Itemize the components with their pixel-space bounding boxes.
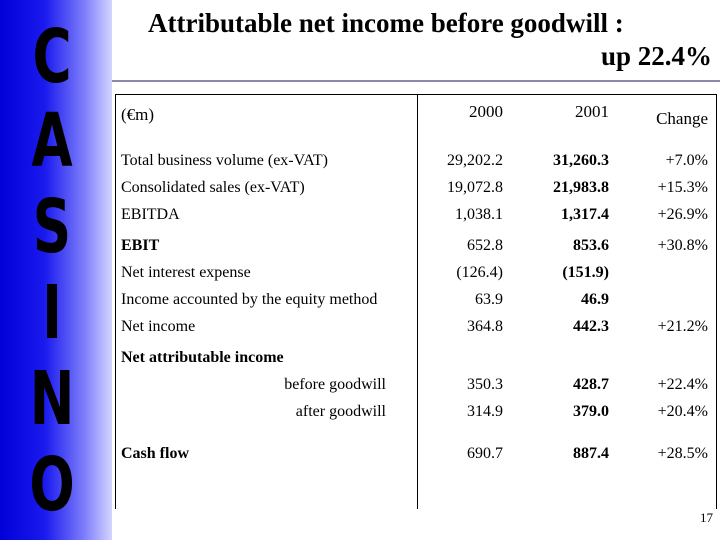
header-change: Change [656,109,708,128]
row-cash-flow-label: Cash flow [121,445,190,462]
banner-letter-s: S [32,184,72,270]
slide-title-line2: up 22.4% [600,41,712,71]
row-before-goodwill-2000: 350.3 [467,376,503,393]
row-total-business-volume-label: Total business volume (ex-VAT) [121,152,328,169]
row-ebit-2000: 652.8 [467,237,503,254]
row-before-goodwill-label: before goodwill [284,376,386,393]
row-net-interest-expense-label: Net interest expense [121,264,251,281]
row-ebitda-2000: 1,038.1 [455,206,503,223]
row-after-goodwill-change: +20.4% [657,403,708,420]
banner-letter-c: C [32,14,72,100]
row-total-business-volume-2000: 29,202.2 [447,152,503,169]
row-before-goodwill-change: +22.4% [657,376,708,393]
row-total-business-volume-2001: 31,260.3 [553,152,609,169]
unit-label: (€m) [121,105,155,124]
title-divider [112,80,720,82]
row-consolidated-sales-change: +15.3% [657,179,708,196]
row-ebitda-2001: 1,317.4 [561,206,609,223]
row-ebit-label: EBIT [121,237,160,254]
row-net-attributable-income-label: Net attributable income [121,349,284,366]
row-ebit-change: +30.8% [657,237,708,254]
row-ebitda-label: EBITDA [121,206,180,223]
row-net-income-change: +21.2% [657,318,708,335]
row-total-business-volume-change: +7.0% [665,152,708,169]
row-after-goodwill-label: after goodwill [295,403,386,420]
row-equity-method-income-label: Income accounted by the equity method [121,291,378,308]
row-net-income-label: Net income [121,318,196,335]
casino-side-banner: C A S I N O [0,0,112,540]
header-2001: 2001 [575,102,609,121]
header-2000: 2000 [469,102,503,121]
row-cash-flow-2000: 690.7 [467,445,503,462]
row-equity-method-income-2000: 63.9 [475,291,503,308]
row-ebit-2001: 853.6 [573,237,609,254]
row-net-interest-expense-2000: (126.4) [456,264,503,281]
row-after-goodwill-2000: 314.9 [467,403,503,420]
banner-letter-o: O [29,442,75,528]
row-equity-method-income-2001: 46.9 [581,291,609,308]
banner-letter-i: I [42,270,62,356]
income-table-frame [115,94,717,509]
banner-letter-a: A [31,98,73,184]
row-consolidated-sales-2000: 19,072.8 [447,179,503,196]
row-net-interest-expense-2001: (151.9) [562,264,609,281]
row-after-goodwill-2001: 379.0 [573,403,609,420]
page-number: 17 [700,510,713,525]
row-net-income-2001: 442.3 [573,318,609,335]
row-before-goodwill-2001: 428.7 [573,376,609,393]
slide-title-line1: Attributable net income before goodwill … [148,8,624,38]
row-ebitda-change: +26.9% [657,206,708,223]
banner-letter-n: N [29,356,75,442]
row-consolidated-sales-2001: 21,983.8 [553,179,609,196]
row-net-income-2000: 364.8 [467,318,503,335]
row-cash-flow-2001: 887.4 [573,445,609,462]
row-cash-flow-change: +28.5% [657,445,708,462]
table-column-divider [417,95,418,509]
row-consolidated-sales-label: Consolidated sales (ex-VAT) [121,179,305,196]
